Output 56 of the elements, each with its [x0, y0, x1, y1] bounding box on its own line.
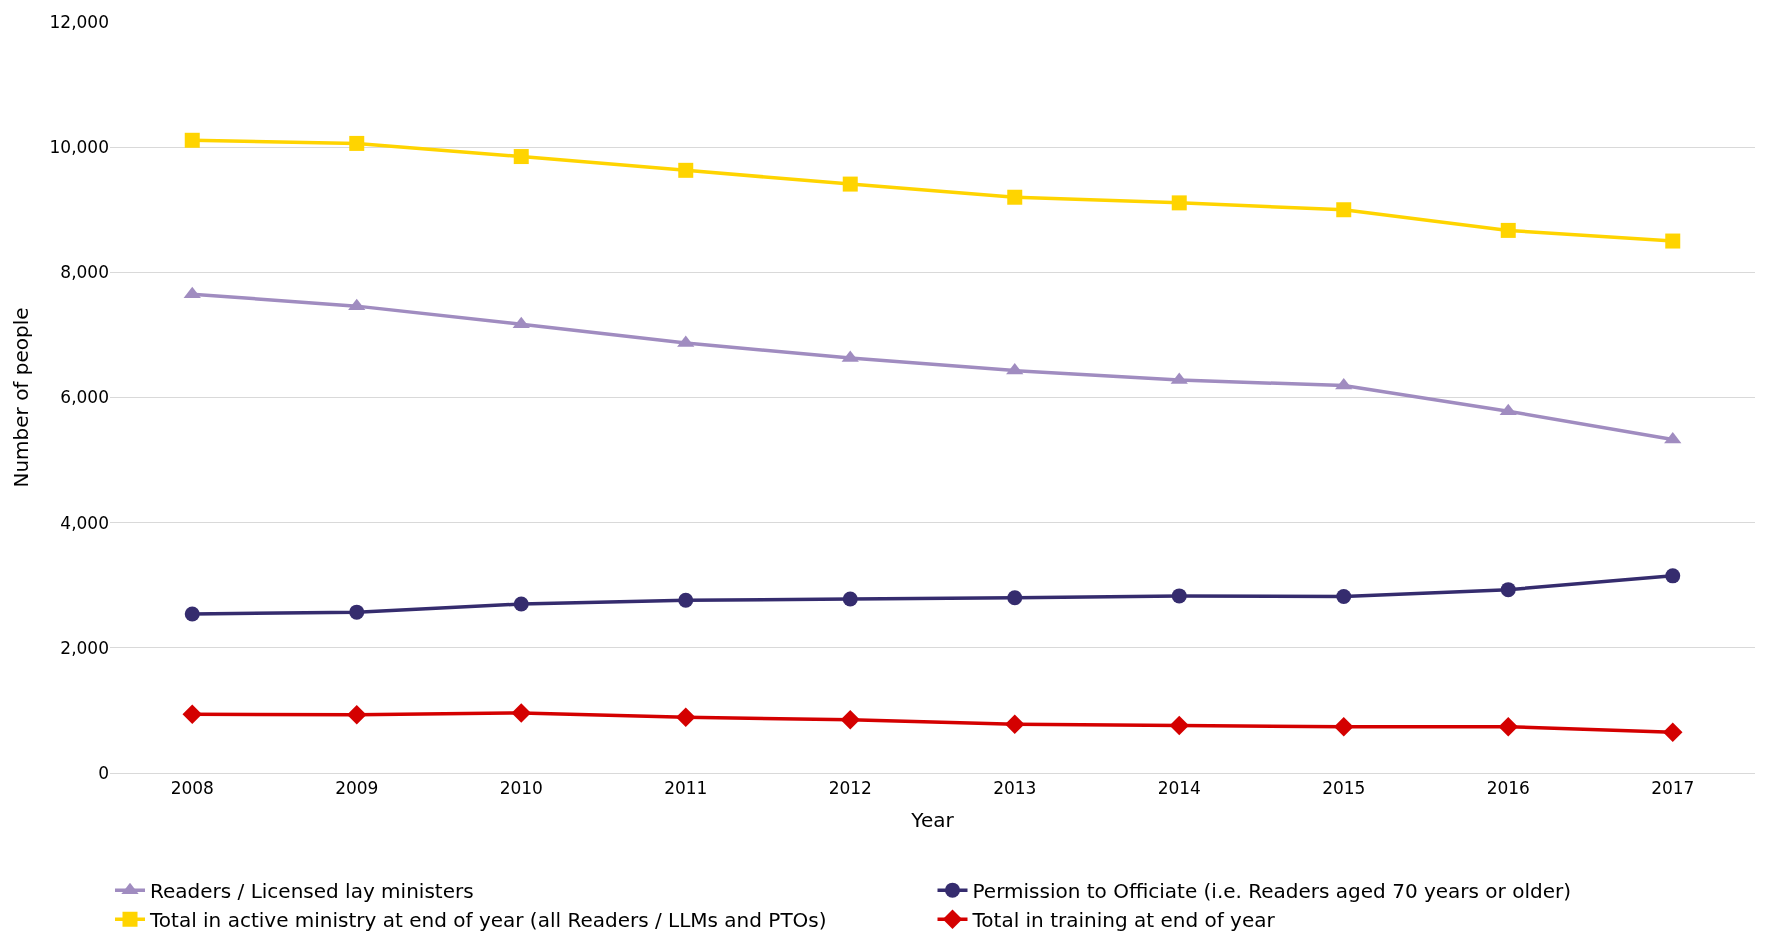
y-tick-label: 0 [98, 762, 109, 783]
point [1500, 582, 1516, 598]
point [1169, 715, 1189, 736]
point [1171, 588, 1187, 604]
y-tick-label: 12,000 [49, 11, 109, 32]
x-tick-label: 2010 [499, 778, 543, 799]
point [349, 135, 365, 151]
point [676, 707, 696, 728]
point [1171, 195, 1187, 211]
x-tick-label: 2015 [1322, 778, 1366, 799]
point [184, 132, 200, 148]
x-tick-label: 2014 [1157, 778, 1201, 799]
legend-label: Readers / Licensed lay ministers [150, 878, 474, 903]
point [678, 592, 694, 608]
point [182, 704, 202, 724]
point [349, 604, 365, 620]
point [1007, 189, 1023, 205]
y-tick-label: 8,000 [60, 262, 109, 283]
x-tick-label: 2016 [1486, 778, 1530, 799]
point [512, 316, 530, 329]
x-tick-label: 2013 [993, 778, 1037, 799]
point [1336, 202, 1352, 218]
x-tick-label: 2011 [664, 778, 708, 799]
x-tick-label: 2012 [828, 778, 872, 799]
point [1334, 716, 1354, 737]
y-tick-label: 6,000 [60, 387, 109, 408]
point [1665, 568, 1681, 584]
point [678, 162, 694, 178]
point [1336, 589, 1352, 605]
point [1664, 431, 1682, 444]
point [511, 703, 531, 723]
point [513, 149, 529, 165]
point [1005, 714, 1025, 734]
point [1498, 716, 1518, 737]
point [842, 176, 858, 192]
x-axis-title: Year [910, 807, 955, 832]
point [842, 591, 858, 607]
point [1007, 590, 1023, 606]
point [1499, 403, 1517, 416]
x-tick-label: 2009 [335, 778, 379, 799]
legend-label: Total in active ministry at end of year (all Readers / LLMs and PTOs) [149, 907, 827, 932]
point [1663, 722, 1683, 743]
legend-label: Total in training at end of year [971, 907, 1276, 932]
y-tick-label: 4,000 [60, 512, 109, 533]
point [347, 705, 367, 725]
point [184, 606, 200, 622]
point [1500, 222, 1516, 238]
point [840, 710, 860, 730]
y-tick-label: 10,000 [49, 137, 109, 158]
x-tick-label: 2008 [170, 778, 214, 799]
point [1665, 233, 1681, 249]
point [513, 596, 529, 612]
x-tick-label: 2017 [1651, 778, 1695, 799]
legend-label: Permission to Officiate (i.e. Readers aged 70 years or older) [972, 878, 1571, 903]
y-tick-label: 2,000 [60, 637, 109, 658]
y-axis-title: Number of people [9, 307, 34, 488]
